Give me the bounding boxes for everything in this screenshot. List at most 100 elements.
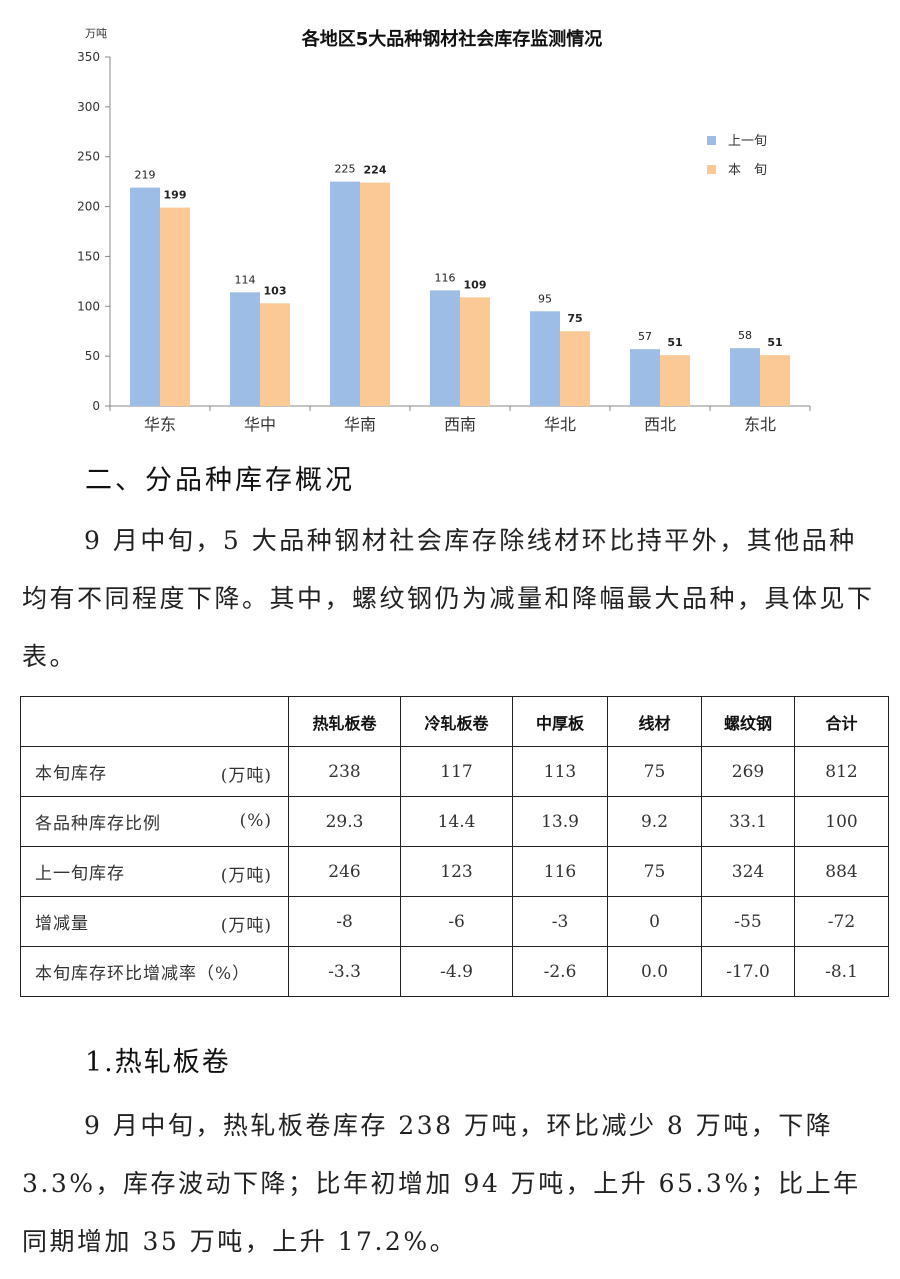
table-header-cell: [20, 696, 289, 747]
table-cell: -55: [701, 896, 795, 947]
table-row: 本旬库存环比增减率（%） -3.3 -4.9 -2.6 0.0 -17.0 -8.1: [20, 946, 889, 997]
table-cell: 75: [607, 846, 702, 897]
row-label: 本旬库存 (万吨): [20, 746, 289, 797]
bar: [730, 348, 760, 406]
data-label: 58: [738, 329, 752, 342]
bar: [560, 331, 590, 406]
row-label-text: 上一旬库存: [35, 864, 125, 884]
table-cell: 238: [288, 746, 401, 797]
row-label: 上一旬库存 (万吨): [20, 846, 289, 897]
table-cell: 812: [794, 746, 889, 797]
table-cell: -3.3: [288, 946, 401, 997]
y-axis-unit: 万吨: [85, 27, 107, 40]
detail-paragraph: 9 月中旬，热轧板卷库存 238 万吨，环比减少 8 万吨，下降 3.3%，库存…: [22, 1111, 861, 1256]
intro-paragraph: 9 月中旬，5 大品种钢材社会库存除线材环比持平外，其他品种均有不同程度下降。其…: [22, 526, 875, 671]
table-cell: 117: [400, 746, 513, 797]
bar: [530, 311, 560, 406]
chart-title: 各地区5大品种钢材社会库存监测情况: [301, 28, 603, 50]
table-cell: 14.4: [400, 796, 513, 847]
table-cell: -17.0: [701, 946, 795, 997]
bar: [330, 181, 360, 406]
legend-swatch: [707, 165, 716, 174]
inventory-table: 热轧板卷 冷轧板卷 中厚板 线材 螺纹钢 合计 本旬库存 (万吨) 238 117 11…: [20, 696, 889, 997]
chart-axes: 0 50 100 150 200 250 300 350 华东 华中 华南 西南 华北 西北 东北: [77, 50, 811, 434]
bar: [630, 349, 660, 406]
table-cell: 123: [400, 846, 513, 897]
table-cell: -8: [288, 896, 401, 947]
table-cell: 116: [512, 846, 608, 897]
data-label: 114: [235, 273, 256, 286]
table-row: 增减量 (万吨) -8 -6 -3 0 -55 -72: [20, 896, 889, 947]
subsection-title: 1.热轧板卷: [85, 1047, 231, 1078]
x-tick-label: 东北: [744, 415, 776, 434]
y-tick-label: 100: [77, 299, 100, 313]
table-header-cell: 热轧板卷: [288, 696, 401, 747]
data-label: 225: [335, 163, 356, 176]
table-cell: 113: [512, 746, 608, 797]
table-header-cell: 合计: [794, 696, 889, 747]
bar: [160, 207, 190, 406]
row-unit: (万吨): [220, 866, 272, 886]
row-label: 本旬库存环比增减率（%）: [20, 946, 289, 997]
regional-inventory-chart: 各地区5大品种钢材社会库存监测情况 万吨 0 50 100 150 200 250 300 3…: [77, 27, 811, 434]
table-cell: 13.9: [512, 796, 608, 847]
row-unit: (万吨): [220, 766, 272, 786]
y-tick-label: 350: [77, 50, 100, 64]
table-cell: 0.0: [607, 946, 702, 997]
bar: [360, 182, 390, 406]
y-tick-label: 150: [77, 249, 100, 263]
table-cell: 324: [701, 846, 795, 897]
legend-label: 上一旬: [728, 134, 767, 149]
section-title: 二、分品种库存概况: [85, 465, 355, 496]
table-cell: 246: [288, 846, 401, 897]
table-row: 本旬库存 (万吨) 238 117 113 75 269 812: [20, 746, 889, 797]
table-cell: 9.2: [607, 796, 702, 847]
data-label: 199: [164, 189, 187, 202]
data-label: 116: [435, 271, 456, 284]
row-label-text: 本旬库存环比增减率（%）: [35, 964, 251, 984]
data-label: 103: [264, 284, 287, 297]
x-tick-label: 西南: [444, 415, 476, 434]
table-row: 各品种库存比例 (%) 29.3 14.4 13.9 9.2 33.1 100: [20, 796, 889, 847]
table-cell: -4.9: [400, 946, 513, 997]
table-header-row: 热轧板卷 冷轧板卷 中厚板 线材 螺纹钢 合计: [20, 696, 889, 747]
table-header-cell: 线材: [607, 696, 702, 747]
table-header-cell: 螺纹钢: [701, 696, 795, 747]
table-cell: 33.1: [701, 796, 795, 847]
table-cell: -2.6: [512, 946, 608, 997]
y-tick-label: 50: [85, 349, 100, 363]
y-tick-label: 250: [77, 150, 100, 164]
table-cell: 29.3: [288, 796, 401, 847]
row-label-text: 本旬库存: [35, 764, 107, 784]
bar: [760, 355, 790, 406]
x-tick-label: 西北: [644, 415, 676, 434]
bar: [660, 355, 690, 406]
table-cell: -6: [400, 896, 513, 947]
x-tick-label: 华北: [544, 415, 576, 434]
table-cell: -72: [794, 896, 889, 947]
table-cell: 884: [794, 846, 889, 897]
table-cell: 100: [794, 796, 889, 847]
row-unit: (%): [239, 811, 272, 831]
bar: [260, 303, 290, 406]
data-label: 51: [767, 336, 782, 349]
table-cell: 0: [607, 896, 702, 947]
chart-bars: 219 199 114 103 225 224 116 109 95 75 57 51 58 51: [130, 163, 790, 406]
table-cell: -8.1: [794, 946, 889, 997]
row-label-text: 各品种库存比例: [35, 814, 161, 834]
table-header-cell: 中厚板: [512, 696, 608, 747]
table-cell: -3: [512, 896, 608, 947]
x-tick-label: 华中: [244, 415, 276, 434]
table-header-cell: 冷轧板卷: [400, 696, 513, 747]
data-label: 219: [135, 169, 156, 182]
row-label: 各品种库存比例 (%): [20, 796, 289, 847]
bar: [230, 292, 260, 406]
y-tick-label: 0: [92, 399, 100, 413]
row-label: 增减量 (万吨): [20, 896, 289, 947]
data-label: 109: [464, 278, 487, 291]
y-tick-label: 300: [77, 100, 100, 114]
x-tick-label: 华东: [144, 415, 176, 434]
row-unit: (万吨): [220, 916, 272, 936]
data-label: 75: [567, 312, 582, 325]
